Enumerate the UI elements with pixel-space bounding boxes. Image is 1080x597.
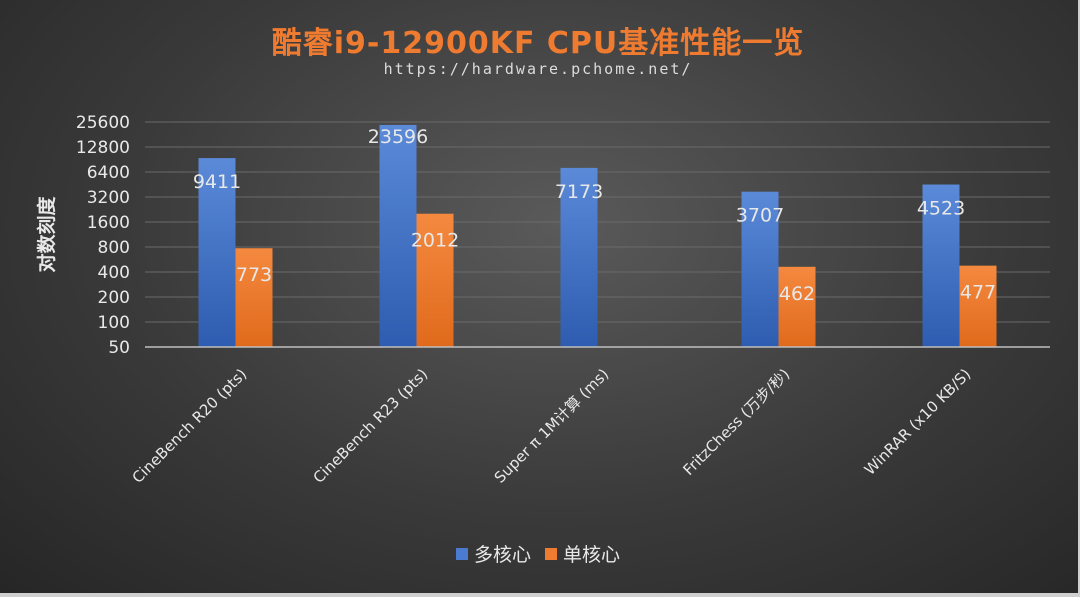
- bar-chart: 50 100 200 400 800 1600 3200 6400 12800 25600 对数刻度…: [35, 113, 1050, 487]
- bar-single: [959, 265, 997, 347]
- axes: 50 100 200 400 800 1600 3200 6400 12800 25600 对数刻度…: [35, 113, 1050, 487]
- data-label-multi: 9411: [193, 171, 241, 193]
- bar-single: [235, 248, 273, 347]
- data-label-single: 773: [236, 264, 272, 286]
- chart-subtitle: https://hardware.pchome.net/: [383, 60, 693, 78]
- y-tick-label: 800: [98, 238, 130, 258]
- y-tick-label: 1600: [87, 213, 130, 233]
- legend-swatch-single: [545, 547, 558, 560]
- bar-multi: [198, 158, 236, 347]
- data-labels: 9411 773 23596 2012 7173 3707 462 4523 477: [193, 126, 996, 305]
- y-tick-label: 100: [98, 313, 130, 333]
- legend-label-multi: 多核心: [473, 544, 531, 566]
- y-tick-label: 50: [108, 338, 130, 358]
- bar-multi: [560, 167, 598, 347]
- legend-item-multi: 多核心: [455, 540, 531, 567]
- data-label-single: 2012: [411, 230, 459, 252]
- bar-single: [778, 266, 816, 347]
- legend-label-single: 单核心: [563, 544, 621, 566]
- bar-single: [416, 213, 454, 347]
- data-label-single: 477: [960, 282, 996, 304]
- x-tick-label: CineBench R23 (pts): [310, 365, 432, 487]
- legend-item-single: 单核心: [545, 540, 620, 567]
- y-tick-label: 6400: [87, 163, 130, 183]
- y-tick-label: 25600: [76, 113, 130, 133]
- y-tick-label: 400: [98, 263, 130, 283]
- x-tick-label: WinRAR (x10 KB/S): [861, 365, 975, 479]
- y-tick-label: 12800: [76, 138, 130, 158]
- data-label-multi: 3707: [736, 205, 784, 227]
- x-tick-label: FritzChess (万步/秒): [679, 365, 793, 479]
- data-label-single: 462: [779, 283, 815, 305]
- bar-multi: [741, 191, 779, 347]
- bars: [198, 124, 997, 348]
- bar-multi: [379, 124, 417, 348]
- bar-multi: [922, 184, 960, 347]
- y-axis-title: 对数刻度: [35, 196, 58, 273]
- legend-swatch-multi: [455, 547, 468, 560]
- x-tick-label: Super π 1M计算 (ms): [491, 365, 613, 487]
- y-tick-label: 200: [98, 288, 130, 308]
- data-label-multi: 4523: [917, 198, 965, 220]
- data-label-multi: 23596: [368, 126, 428, 148]
- legend: 多核心 单核心: [0, 540, 1076, 567]
- data-label-multi: 7173: [555, 181, 603, 203]
- x-tick-label: CineBench R20 (pts): [129, 365, 251, 487]
- chart-title: 酷睿i9-12900KF CPU基准性能一览: [271, 26, 805, 61]
- y-tick-label: 3200: [87, 188, 130, 208]
